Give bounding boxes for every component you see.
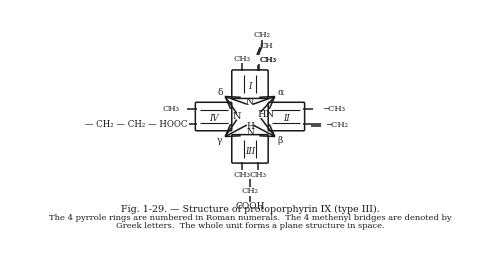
Text: I: I: [248, 82, 252, 91]
Text: CH₃: CH₃: [234, 171, 251, 179]
Text: δ: δ: [217, 88, 223, 97]
Text: CH₃: CH₃: [249, 171, 266, 179]
Text: H: H: [246, 122, 254, 131]
Text: IV: IV: [209, 114, 218, 123]
Text: Fig. 1-29. — Structure of protoporphyrin IX (type III).: Fig. 1-29. — Structure of protoporphyrin…: [121, 205, 379, 214]
Text: CH₃: CH₃: [234, 55, 251, 63]
Text: CH₃: CH₃: [163, 105, 179, 113]
Text: ─CH₃: ─CH₃: [323, 105, 345, 113]
Text: CH₂: CH₂: [253, 31, 270, 39]
Text: β: β: [278, 136, 283, 145]
Text: γ: γ: [217, 136, 223, 145]
Text: Greek letters.  The whole unit forms a plane structure in space.: Greek letters. The whole unit forms a pl…: [116, 222, 384, 230]
Text: COOH: COOH: [235, 202, 265, 211]
Text: CH₂: CH₂: [242, 187, 259, 195]
Text: ─CH₂: ─CH₂: [326, 121, 348, 129]
Text: III: III: [245, 147, 255, 156]
Text: CH₃: CH₃: [259, 56, 276, 64]
Text: CH₃: CH₃: [259, 56, 276, 64]
Text: HN: HN: [258, 110, 275, 120]
Text: The 4 pyrrole rings are numbered in Roman numerals.  The 4 methenyl bridges are : The 4 pyrrole rings are numbered in Roma…: [49, 214, 451, 222]
Text: II: II: [283, 114, 290, 123]
Text: — CH₂ — CH₂ — HOOC: — CH₂ — CH₂ — HOOC: [82, 120, 188, 129]
Text: N: N: [233, 112, 241, 121]
Text: N: N: [246, 98, 254, 107]
Text: N: N: [246, 128, 254, 137]
Text: α: α: [277, 88, 283, 97]
Text: CH: CH: [260, 42, 273, 50]
